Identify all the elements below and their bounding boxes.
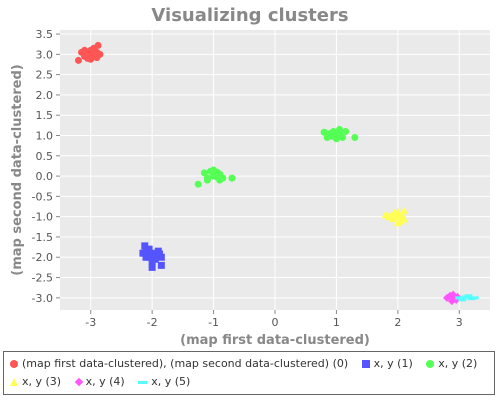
- legend-label: x, y (1): [373, 357, 413, 370]
- dash-icon: [138, 380, 148, 384]
- data-point-series-1: [151, 249, 159, 257]
- circle-icon: [10, 360, 18, 368]
- x-tick-label: -2: [147, 316, 158, 329]
- data-point-series-3: [398, 211, 407, 219]
- data-point-series-5: [470, 296, 479, 300]
- y-tick-label: 2.5: [36, 69, 54, 82]
- y-tick-label: 0.0: [36, 170, 54, 183]
- data-point-series-2: [336, 125, 343, 133]
- data-point-series-5: [455, 296, 464, 300]
- square-icon: [361, 360, 370, 368]
- data-point-series-2: [351, 134, 359, 142]
- data-point-series-2: [328, 132, 336, 140]
- data-point-series-1: [148, 257, 156, 265]
- data-point-series-0: [89, 48, 97, 56]
- x-tick-label: 3: [456, 316, 463, 329]
- legend-label: (map first data-clustered), (map second …: [22, 357, 349, 370]
- data-point-series-2: [228, 174, 236, 182]
- data-point-series-2: [200, 169, 208, 177]
- legend-label: x, y (4): [85, 375, 125, 388]
- x-axis-label: (map first data-clustered): [180, 333, 370, 348]
- data-point-series-4: [447, 297, 456, 306]
- y-tick-label: -2.5: [32, 272, 53, 285]
- data-point-series-1: [141, 242, 149, 250]
- data-point-series-2: [203, 176, 211, 184]
- data-point-series-5: [464, 294, 473, 298]
- y-tick-label: -3.0: [32, 292, 53, 305]
- x-tick-label: -1: [208, 316, 219, 329]
- data-point-series-3: [393, 207, 402, 216]
- y-tick-label: -1.0: [32, 211, 53, 224]
- y-tick-label: -0.5: [32, 190, 53, 203]
- triangle-icon: [10, 378, 18, 386]
- legend-label: x, y (5): [151, 375, 191, 388]
- data-point-series-1: [145, 253, 153, 261]
- y-axis-ticks: -3.0 -2.5 -2.0 -1.5 -1.0 -0.5 0.0 0.5 1.0 1.5 2.0 2…: [32, 28, 60, 305]
- data-point-series-0: [74, 56, 82, 64]
- y-tick-label: -2.0: [32, 251, 53, 264]
- data-point-series-4: [443, 293, 451, 302]
- y-tick-label: 0.5: [36, 150, 54, 163]
- data-point-series-1: [142, 247, 150, 255]
- x-axis-ticks: -3 -2 -1 0 1 2 3: [85, 310, 463, 329]
- data-point-series-3: [388, 214, 397, 223]
- x-tick-label: 0: [272, 316, 279, 329]
- x-tick-label: 1: [333, 316, 340, 329]
- data-point-series-3: [381, 210, 390, 219]
- circle-icon: [426, 360, 435, 368]
- data-point-series-1: [156, 250, 164, 258]
- data-point-series-2: [342, 127, 350, 135]
- legend-item-series-0: (map first data-clustered), (map second …: [10, 355, 348, 373]
- y-tick-label: 3.0: [36, 48, 54, 61]
- diamond-icon: [74, 377, 83, 387]
- data-point-series-0: [87, 55, 95, 63]
- y-axis-label: (map second data-clustered): [10, 64, 25, 276]
- legend-label: x, y (3): [22, 375, 62, 388]
- y-tick-label: 1.5: [36, 109, 54, 122]
- chart-title: Visualizing clusters: [151, 5, 348, 26]
- data-point-series-2: [320, 128, 328, 136]
- data-point-series-5: [458, 298, 467, 302]
- data-point-series-1: [148, 263, 156, 271]
- legend-item-series-1: x, y (1): [361, 355, 413, 373]
- grid-lines: [60, 30, 490, 310]
- data-point-series-2: [213, 173, 221, 181]
- legend: (map first data-clustered), (map second …: [3, 351, 495, 395]
- y-tick-label: 1.0: [36, 130, 54, 143]
- y-tick-label: 2.0: [36, 89, 54, 102]
- data-point-series-1: [157, 261, 165, 269]
- data-point-series-0: [94, 41, 102, 49]
- legend-label: x, y (2): [438, 357, 478, 370]
- x-tick-label: -3: [85, 316, 96, 329]
- data-point-series-3: [393, 218, 402, 227]
- legend-item-series-2: x, y (2): [426, 355, 477, 373]
- data-point-series-2: [210, 166, 218, 174]
- data-points: [74, 41, 479, 306]
- data-point-series-2: [194, 180, 202, 188]
- x-tick-label: 2: [394, 316, 401, 329]
- legend-item-series-4: x, y (4): [74, 373, 125, 391]
- legend-item-series-5: x, y (5): [138, 373, 190, 391]
- y-tick-label: -1.5: [32, 231, 53, 244]
- y-tick-label: 3.5: [36, 28, 54, 41]
- data-point-series-0: [81, 46, 89, 54]
- legend-item-series-3: x, y (3): [10, 373, 61, 391]
